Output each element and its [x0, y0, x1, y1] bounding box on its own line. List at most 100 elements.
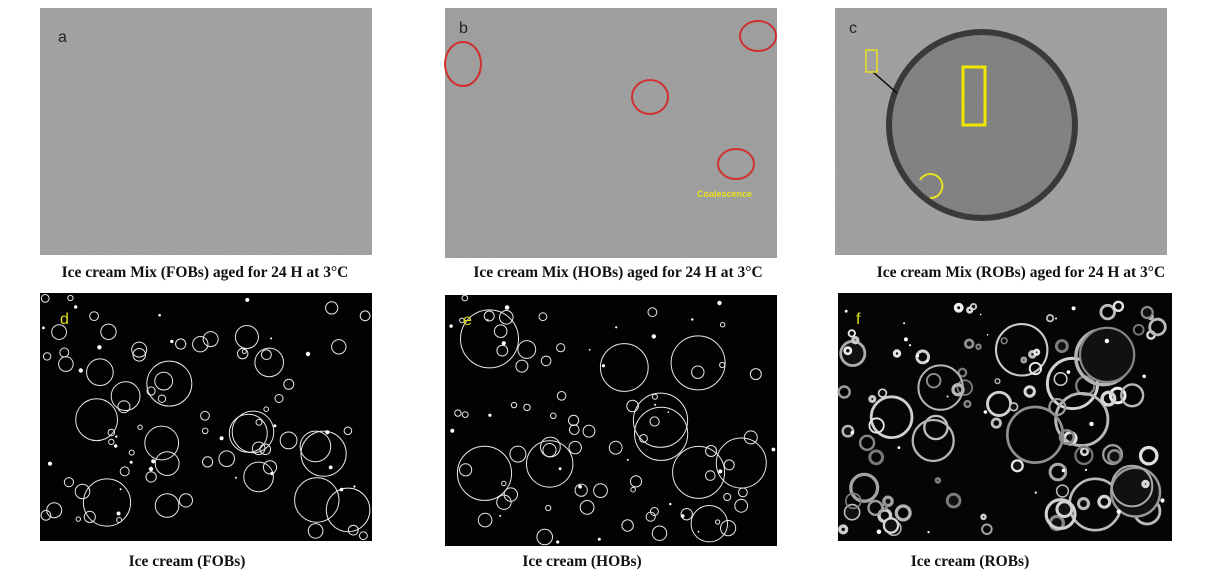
particle [772, 448, 776, 452]
particle [270, 472, 273, 475]
particle [559, 467, 562, 470]
bubble [947, 494, 960, 507]
particle [627, 459, 629, 461]
bubble [894, 351, 899, 356]
texture [40, 8, 372, 255]
particle [615, 326, 617, 328]
particle [1160, 498, 1164, 502]
bubble [1035, 350, 1039, 354]
particle [42, 327, 45, 330]
particle [270, 337, 272, 339]
particle [115, 435, 117, 437]
particle [235, 477, 237, 479]
particle [718, 469, 722, 473]
particle [1072, 306, 1076, 310]
particle [329, 466, 333, 470]
panel-label: c [849, 20, 857, 37]
particle [450, 429, 454, 433]
particle [151, 459, 155, 463]
bubble [884, 518, 898, 532]
particle [669, 503, 671, 505]
bubble [965, 401, 971, 407]
particle [1055, 318, 1057, 320]
particle [1142, 375, 1146, 379]
particle [79, 368, 83, 372]
particle [505, 305, 510, 310]
particle [898, 446, 901, 449]
particle [926, 360, 928, 362]
bubble [965, 340, 973, 348]
particle [502, 341, 506, 345]
particle [845, 310, 848, 313]
particle [589, 349, 591, 351]
particle [149, 467, 153, 471]
particle [851, 431, 854, 434]
caption: Ice cream Mix (ROBs) aged for 24 H at 3°… [877, 264, 1165, 281]
micrograph-d [40, 293, 372, 541]
bubble [1010, 403, 1018, 411]
particle [97, 345, 101, 349]
bubble [1080, 328, 1134, 382]
bubble [1056, 341, 1067, 352]
particle [220, 436, 224, 440]
particle [130, 461, 133, 464]
particle [74, 305, 77, 308]
particle [1085, 469, 1087, 471]
panel-label: d [60, 311, 69, 328]
particle [1089, 422, 1093, 426]
caption: Ice cream (HOBs) [522, 553, 641, 570]
particle [120, 488, 122, 490]
particle [170, 340, 173, 343]
particle [340, 488, 344, 492]
particle [158, 314, 161, 317]
particle [117, 512, 121, 516]
particle [947, 396, 949, 398]
particle [691, 318, 693, 320]
bubble [1057, 502, 1072, 517]
particle [273, 424, 276, 427]
panel-label: b [459, 20, 468, 37]
caption: Ice cream Mix (FOBs) aged for 24 H at 3°… [62, 264, 349, 281]
panel-label: a [58, 29, 67, 46]
particle [114, 444, 117, 447]
bubble [1111, 468, 1160, 517]
bubble [1142, 307, 1153, 318]
caption: Ice cream Mix (HOBs) aged for 24 H at 3°… [473, 264, 762, 281]
particle [1105, 339, 1109, 343]
particle [654, 404, 656, 406]
bubble [1025, 387, 1034, 396]
annotation: Coalescence [697, 189, 752, 199]
figure: Coalescence a b c d e f Ice cream Mix (F… [0, 0, 1222, 573]
particle [1062, 469, 1065, 472]
particle [48, 462, 52, 466]
panel-label: f [856, 311, 861, 328]
particle [681, 514, 685, 518]
particle [353, 485, 355, 487]
particle [602, 364, 605, 367]
particle [1117, 510, 1121, 514]
particle [499, 515, 501, 517]
bubble [1108, 450, 1120, 462]
particle [578, 485, 582, 489]
particle [652, 334, 656, 338]
particle [877, 530, 882, 535]
particle [1035, 492, 1037, 494]
page: Coalescence a b c d e f Ice cream Mix (F… [0, 0, 1222, 573]
particle [984, 410, 988, 414]
particle [488, 414, 491, 417]
particle [909, 344, 911, 346]
particle [916, 354, 919, 357]
particle [449, 324, 452, 327]
particle [668, 411, 670, 413]
caption: Ice cream (FOBs) [129, 553, 246, 570]
particle [245, 298, 249, 302]
particle [306, 352, 310, 356]
particle [927, 531, 929, 533]
panel-label: e [463, 312, 472, 329]
bubble [1143, 482, 1148, 487]
particle [980, 314, 982, 316]
particle [598, 538, 601, 541]
particle [487, 319, 489, 321]
particle [987, 334, 989, 336]
particle [904, 337, 908, 341]
